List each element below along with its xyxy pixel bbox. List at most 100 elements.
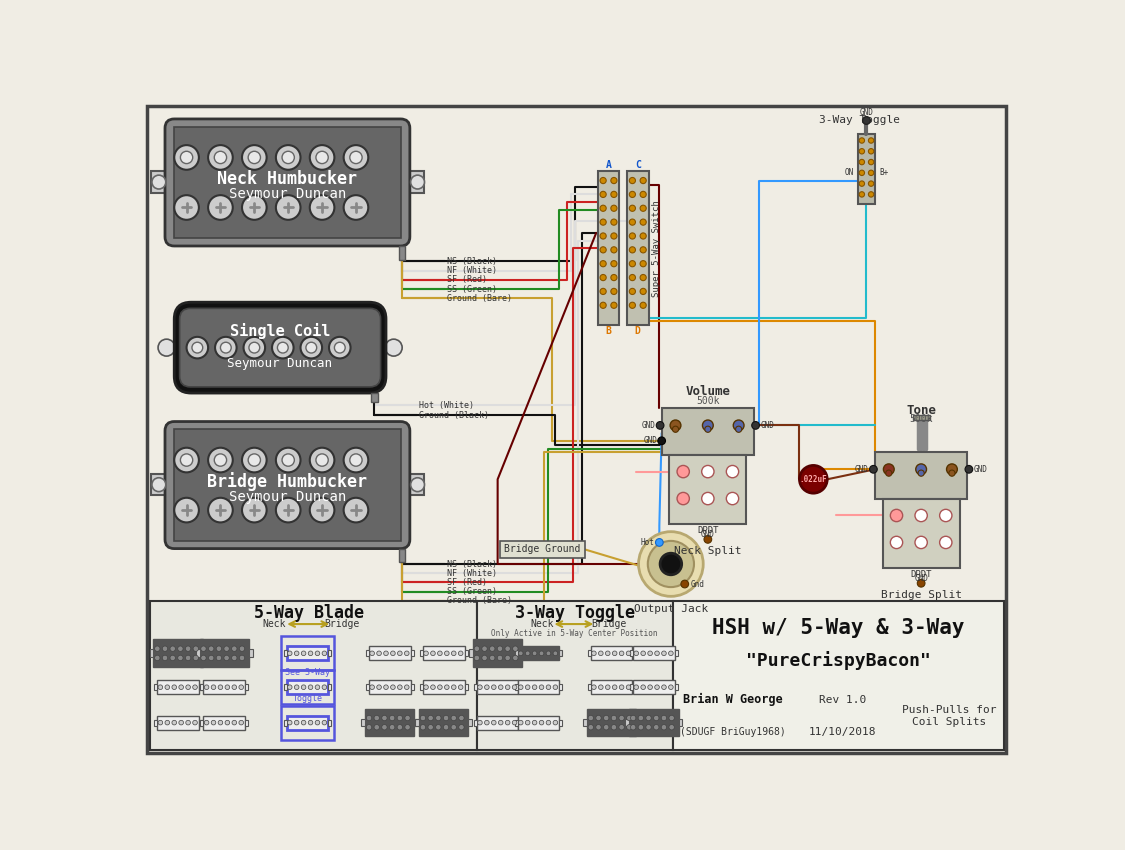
Circle shape <box>295 720 299 725</box>
Circle shape <box>370 685 375 689</box>
Circle shape <box>174 145 199 170</box>
Bar <box>399 246 405 260</box>
Text: Bridge Ground: Bridge Ground <box>504 544 580 554</box>
Bar <box>632 650 636 656</box>
Circle shape <box>655 685 659 689</box>
Circle shape <box>218 685 223 689</box>
Bar <box>411 684 414 690</box>
Circle shape <box>451 724 457 730</box>
Circle shape <box>629 205 636 212</box>
Circle shape <box>939 509 952 522</box>
Circle shape <box>308 651 313 655</box>
Text: Push-Pulls for
Coil Splits: Push-Pulls for Coil Splits <box>901 706 996 727</box>
Circle shape <box>343 448 368 473</box>
Circle shape <box>309 196 334 220</box>
Circle shape <box>627 685 631 689</box>
Bar <box>150 601 477 751</box>
Bar <box>518 680 559 694</box>
Bar <box>200 684 204 690</box>
Circle shape <box>629 191 636 197</box>
Bar <box>477 601 673 751</box>
Bar <box>675 684 678 690</box>
Text: Gnd: Gnd <box>690 580 704 588</box>
Circle shape <box>588 716 594 721</box>
Circle shape <box>232 720 236 725</box>
Circle shape <box>702 420 713 431</box>
Bar <box>369 646 411 660</box>
Circle shape <box>328 337 351 359</box>
Circle shape <box>489 655 495 660</box>
Circle shape <box>640 246 646 253</box>
Circle shape <box>377 685 381 689</box>
Text: A: A <box>605 160 612 170</box>
Text: D: D <box>634 326 641 337</box>
Text: Neck: Neck <box>531 619 554 629</box>
Circle shape <box>444 685 449 689</box>
Circle shape <box>242 498 267 523</box>
Circle shape <box>915 536 927 548</box>
Circle shape <box>554 720 558 725</box>
Circle shape <box>611 246 616 253</box>
Circle shape <box>322 720 326 725</box>
Circle shape <box>629 219 636 225</box>
Text: Rev 1.0: Rev 1.0 <box>819 694 866 705</box>
Circle shape <box>315 720 320 725</box>
Text: (SDUGF BriGuy1968): (SDUGF BriGuy1968) <box>680 728 785 738</box>
Bar <box>633 680 675 694</box>
Circle shape <box>505 720 510 725</box>
Bar <box>371 393 378 402</box>
Bar <box>328 684 332 690</box>
Circle shape <box>633 685 639 689</box>
Circle shape <box>302 685 306 689</box>
Circle shape <box>611 191 616 197</box>
Bar <box>202 649 207 657</box>
Bar <box>637 719 640 727</box>
Text: GND: GND <box>860 108 873 117</box>
Circle shape <box>170 646 176 651</box>
Bar <box>591 646 632 660</box>
Circle shape <box>532 651 537 655</box>
Circle shape <box>205 720 209 725</box>
Circle shape <box>612 651 616 655</box>
Circle shape <box>492 720 496 725</box>
Circle shape <box>443 716 449 721</box>
Bar <box>629 709 678 736</box>
Circle shape <box>598 651 603 655</box>
Circle shape <box>397 651 402 655</box>
Bar <box>287 646 328 660</box>
Circle shape <box>677 492 690 505</box>
Bar <box>587 684 591 690</box>
Bar <box>281 671 334 704</box>
Circle shape <box>592 651 596 655</box>
Circle shape <box>519 651 523 655</box>
Circle shape <box>384 651 388 655</box>
Bar <box>415 719 420 727</box>
Bar <box>583 719 587 727</box>
Circle shape <box>655 651 659 655</box>
Circle shape <box>474 655 479 660</box>
Circle shape <box>600 233 606 239</box>
Bar <box>597 172 619 326</box>
Circle shape <box>278 343 288 353</box>
Circle shape <box>405 716 411 721</box>
Circle shape <box>612 685 616 689</box>
Circle shape <box>186 720 190 725</box>
Circle shape <box>186 655 191 660</box>
Circle shape <box>627 716 632 721</box>
Circle shape <box>302 720 306 725</box>
Bar <box>519 720 522 726</box>
Text: Ground (Bare): Ground (Bare) <box>447 294 512 303</box>
Circle shape <box>444 651 449 655</box>
Circle shape <box>656 539 664 547</box>
Circle shape <box>627 724 632 730</box>
Circle shape <box>316 151 328 163</box>
Circle shape <box>208 448 233 473</box>
Bar <box>423 680 465 694</box>
Circle shape <box>459 724 465 730</box>
Circle shape <box>611 233 616 239</box>
Circle shape <box>600 288 606 294</box>
Circle shape <box>308 685 313 689</box>
Circle shape <box>860 170 864 176</box>
Text: SF (Red): SF (Red) <box>447 578 487 587</box>
Circle shape <box>411 478 424 491</box>
